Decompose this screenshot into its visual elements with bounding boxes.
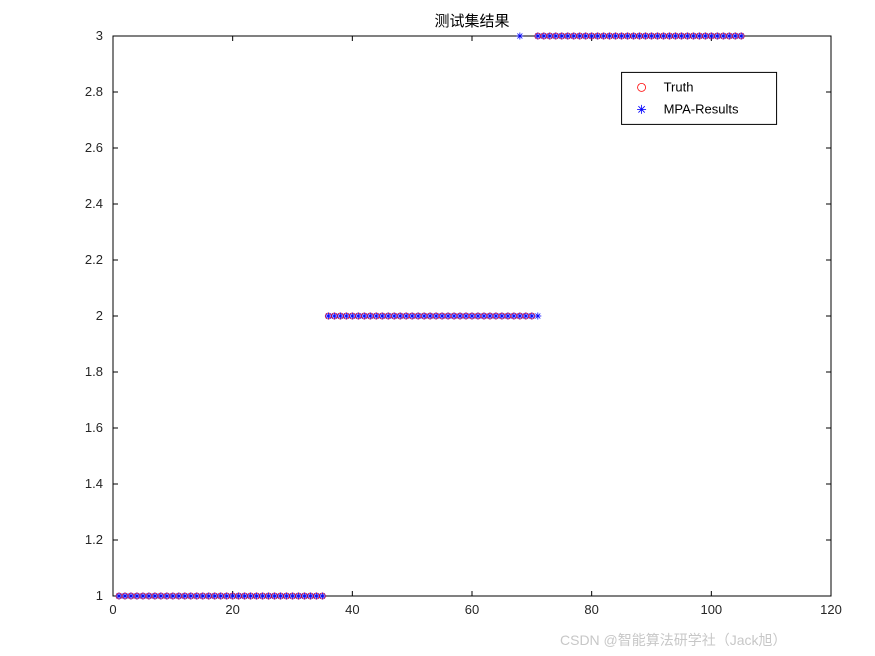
- legend: Truth MPA-Results: [622, 72, 777, 124]
- y-tick-label: 2: [96, 308, 103, 323]
- y-tick-label: 2.6: [85, 140, 103, 155]
- x-tick-label: 60: [465, 602, 479, 617]
- y-tick-label: 3: [96, 28, 103, 43]
- y-tick-label: 1: [96, 588, 103, 603]
- y-tick-label: 1.2: [85, 532, 103, 547]
- legend-label: MPA-Results: [664, 101, 739, 116]
- y-tick-label: 1.8: [85, 364, 103, 379]
- legend-label: Truth: [664, 79, 694, 94]
- x-tick-label: 100: [700, 602, 722, 617]
- x-tick-label: 20: [225, 602, 239, 617]
- chart-title: 测试集结果: [434, 13, 509, 30]
- y-tick-label: 2.2: [85, 252, 103, 267]
- y-tick-label: 2.8: [85, 84, 103, 99]
- y-tick-label: 2.4: [85, 196, 103, 211]
- x-tick-label: 80: [584, 602, 598, 617]
- x-tick-label: 0: [109, 602, 116, 617]
- watermark-text: CSDN @智能算法研学社（Jack旭）: [560, 630, 787, 650]
- y-tick-label: 1.4: [85, 476, 103, 491]
- x-tick-label: 40: [345, 602, 359, 617]
- x-tick-label: 120: [820, 602, 842, 617]
- chart-svg: 0 20 40 60 80 100 120 1 1.2 1.4 1.6 1.8 2 2.2 2.4 2.6 2.…: [0, 0, 875, 656]
- y-tick-label: 1.6: [85, 420, 103, 435]
